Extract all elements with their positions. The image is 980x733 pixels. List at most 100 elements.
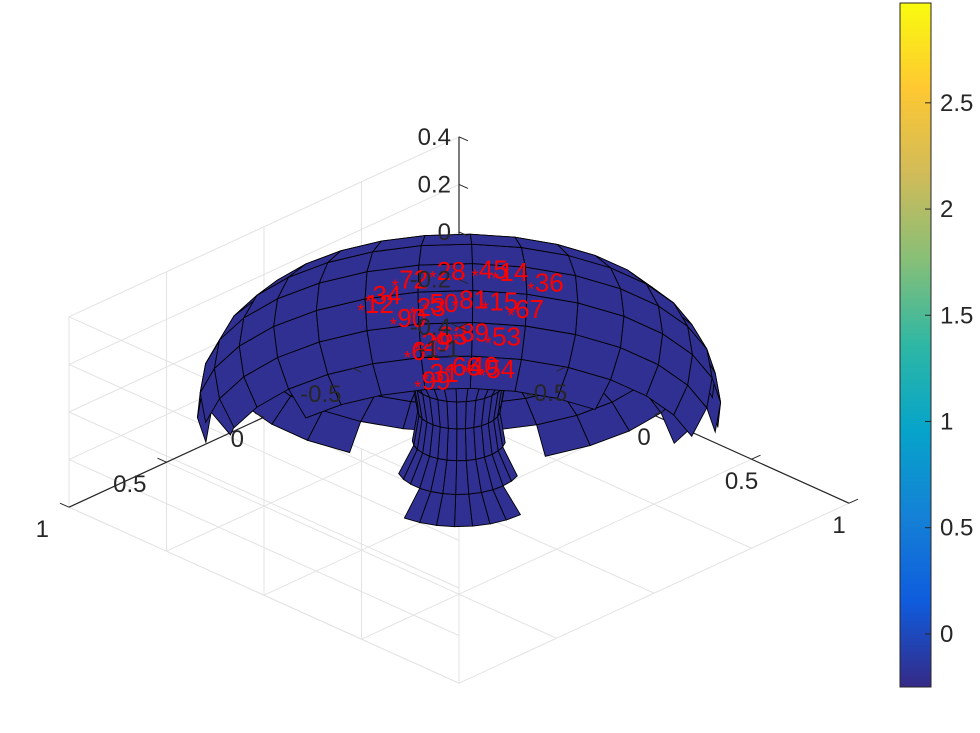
data-marker: * [404,348,411,368]
z-tick-mark [458,136,469,142]
z-tick-label: 0.4 [418,124,451,151]
data-label: 29 [422,327,451,357]
data-marker: * [482,298,489,318]
floor-gridline [458,502,850,684]
z-tick-label: -0.4 [410,314,451,341]
wall-gridline [68,459,460,637]
x-tick-mark [848,498,859,504]
floor-gridline [361,458,752,640]
surface-patch [456,428,467,462]
z-tick-label: 0 [438,219,451,246]
y-tick-label: 1 [36,516,49,543]
x-axis-ticks: -1 -0.5 0 0.5 1 [438,322,859,539]
data-label: 40 [470,351,499,381]
colorbar-tick-label: 1.5 [940,302,973,329]
wall-gridline [68,183,460,365]
data-label: 67 [515,294,544,324]
y-tick-mark [157,457,167,463]
data-label: 81 [459,284,488,314]
y-tick-label: -1 [418,336,439,363]
data-marker: * [414,378,421,398]
data-marker: * [444,364,451,384]
colorbar-gradient [899,2,932,688]
data-marker: * [392,277,399,297]
z-tick-mark [458,326,469,332]
y-tick-mark [352,367,362,373]
data-label: 54 [486,354,515,384]
data-marker: * [452,296,459,316]
data-markers: * 12* 45* 23 * 67* 89* 31 * 54* 28* 90 * 15* 63* 99 * 40*… [357,255,563,398]
data-label: 53 [492,321,521,351]
z-tick-mark [458,231,469,237]
data-marker: * [471,267,478,287]
colorbar: 0 0.5 1 1.5 2 2.5 [899,2,973,688]
z-tick-mark [458,279,469,285]
data-marker: * [390,315,397,335]
y-tick-mark [254,412,265,418]
y-tick-mark [449,322,460,328]
data-marker: * [409,304,416,324]
colorbar-tick-label: 2.5 [940,90,973,117]
data-marker: * [414,339,421,359]
data-label: 90 [397,303,426,333]
z-axis-ticks: -0.4 -0.2 0 0.2 0.4 [410,124,469,341]
data-label: 50 [430,288,459,318]
y-tick-label: 0.5 [113,471,146,498]
data-marker: * [422,370,429,390]
z-tick-label: 0.2 [418,171,451,198]
data-marker: * [508,306,515,326]
data-marker: * [357,301,364,321]
data-marker: * [492,269,499,289]
data-label: 61 [411,336,440,366]
data-label: 23 [417,292,446,322]
y-tick-label: -0.5 [300,381,341,408]
wall-gridline [68,411,460,589]
x-tick-label: -1 [438,336,459,363]
colorbar-tick-label: 0.5 [940,515,973,542]
data-marker: * [422,300,429,320]
data-marker: * [431,332,438,352]
data-marker: * [429,268,436,288]
data-label: 34 [372,280,401,310]
x-tick-label: 0.5 [725,468,758,495]
wall-gridline [68,506,460,684]
z-tick-mark [458,183,469,189]
data-label: 31 [430,358,459,388]
x-tick-mark [653,410,664,416]
data-label: 45 [479,255,508,285]
surface-patch [456,401,467,430]
data-marker: * [479,366,486,386]
data-marker: * [485,333,492,353]
x-tick-mark [556,366,566,372]
x-tick-label: -0.5 [526,380,567,407]
data-label: 14 [499,257,528,287]
data-label: 99 [422,366,451,396]
data-label: 12 [365,289,394,319]
surface-patch [420,233,473,247]
y-tick-label: 0 [231,426,244,453]
x-tick-mark [751,454,761,460]
data-label: 36 [535,267,564,297]
wall-gridline [68,363,460,541]
y-axis-ticks: -1 -0.5 0 0.5 1 [36,322,460,543]
data-marker: * [453,330,460,350]
x-tick-mark [458,322,469,328]
data-marker: * [365,292,372,312]
colorbar-tick-label: 0 [940,621,953,648]
x-tick-label: 0 [637,424,650,451]
y-tick-mark [59,502,70,508]
data-label: 89 [460,318,489,348]
data-label: 72 [399,265,428,295]
wall-gridline [68,136,460,318]
data-marker: * [462,363,469,383]
data-label: 15 [489,286,518,316]
colorbar-tick-label: 1 [940,408,953,435]
data-label: 66 [452,352,481,382]
z-tick-label: -0.2 [410,267,451,294]
data-marker: * [527,279,534,299]
colorbar-ticks: 0 0.5 1 1.5 2 2.5 [925,90,973,648]
x-tick-label: 1 [832,512,845,539]
colorbar-tick-label: 2 [940,196,953,223]
torus-surface [196,233,722,528]
